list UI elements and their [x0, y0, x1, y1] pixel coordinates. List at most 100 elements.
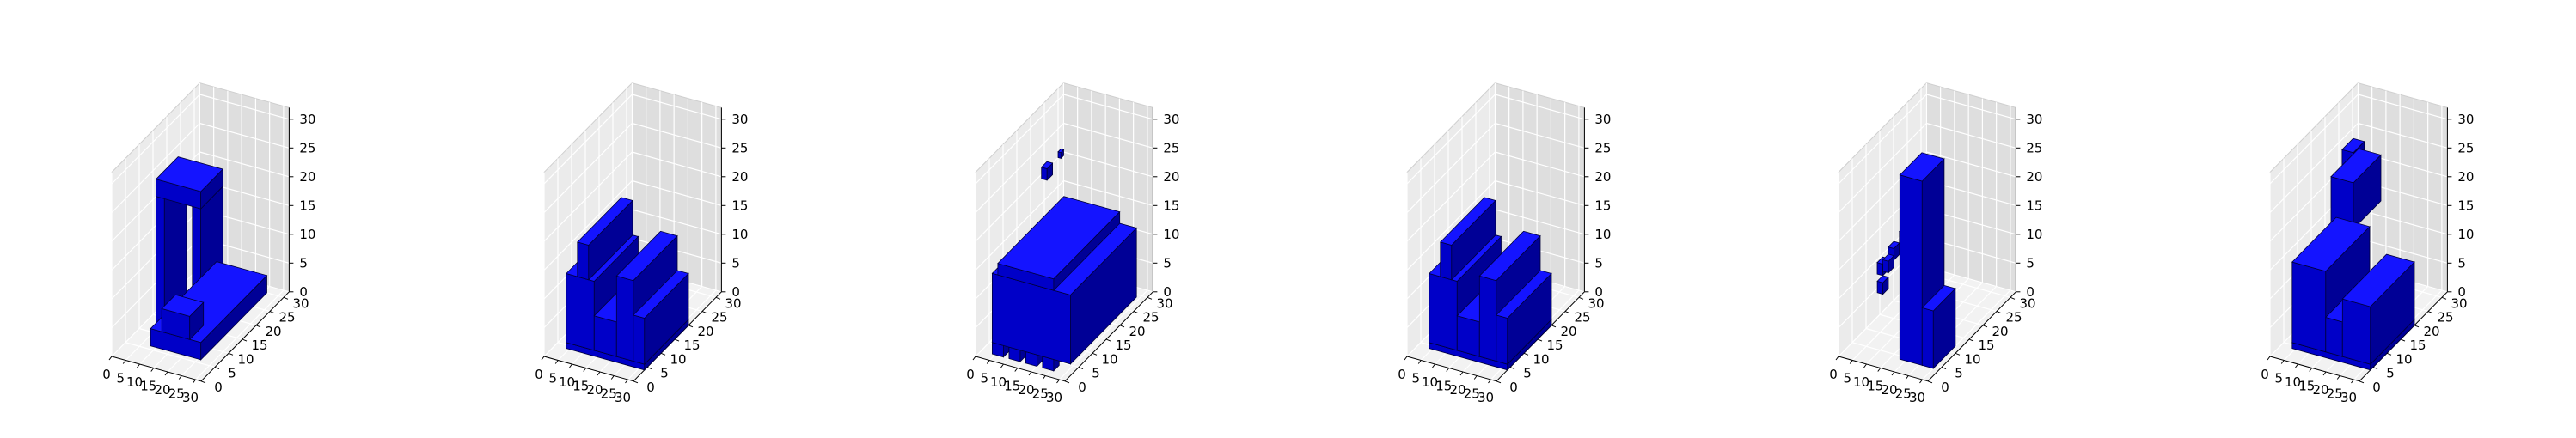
y-tick-label: 10: [2395, 351, 2412, 367]
y-tick-label: 20: [265, 324, 281, 339]
z-tick-label: 15: [2026, 198, 2042, 213]
z-tick-label: 0: [299, 284, 308, 300]
y-tick-label: 0: [2372, 380, 2381, 395]
y-tick-mark: [214, 367, 220, 370]
y-tick-mark: [2372, 367, 2378, 370]
y-tick-mark: [2386, 352, 2392, 356]
grid-line: [1063, 94, 1153, 120]
x-axis-line: [1406, 356, 1497, 382]
y-tick-mark: [1941, 367, 1947, 370]
z-tick-label: 25: [1163, 140, 1179, 155]
voxel-top-face: [1888, 240, 1900, 249]
voxel-front-face: [156, 184, 165, 326]
x-tick-label: 5: [1411, 371, 1420, 386]
voxel-block: [633, 270, 689, 366]
z-tick-label: 20: [731, 169, 748, 185]
x-axis-line: [543, 356, 634, 382]
grid-line: [2358, 209, 2448, 235]
x-tick-label: 10: [990, 374, 1007, 390]
grid-line: [543, 180, 633, 271]
y-tick-label: 15: [683, 338, 700, 353]
x-tick-mark: [1919, 379, 1923, 384]
x-axis-line: [2269, 356, 2360, 382]
grid-line: [199, 151, 290, 178]
z-tick-label: 30: [1594, 112, 1611, 127]
x-tick-label: 25: [2327, 386, 2343, 402]
x-tick-mark: [193, 379, 196, 384]
x-tick-mark: [554, 360, 559, 364]
grid-line: [1406, 123, 1496, 213]
grid-line: [2269, 94, 2359, 185]
y-tick-mark: [1982, 325, 1988, 328]
y-tick-mark: [1496, 380, 1502, 384]
grid-line: [111, 123, 200, 213]
x-tick-label: 30: [615, 390, 631, 405]
x-tick-mark: [1877, 368, 1882, 372]
x-tick-label: 25: [601, 386, 617, 402]
y-tick-mark: [1078, 367, 1084, 370]
voxel-top-face: [1040, 161, 1054, 169]
z-tick-label: 20: [2457, 169, 2474, 185]
z-tick-label: 15: [299, 198, 315, 213]
voxel-top-face: [1496, 270, 1552, 319]
grid-line: [1059, 289, 1148, 380]
z-tick-label: 25: [299, 140, 315, 155]
y-tick-label: 5: [1955, 366, 1963, 381]
x-tick-label: 5: [548, 371, 557, 386]
z-tick-label: 30: [2457, 112, 2474, 127]
y-tick-label: 10: [1964, 351, 1980, 367]
x-tick-label: 0: [1829, 367, 1838, 382]
y-tick-mark: [1996, 311, 2002, 314]
y-tick-label: 30: [292, 295, 309, 311]
y-tick-mark: [283, 296, 289, 300]
grid-line: [632, 209, 722, 235]
z-tick-label: 10: [1594, 227, 1611, 242]
voxel-top-face: [997, 196, 1121, 280]
y-tick-label: 25: [2005, 310, 2022, 325]
grid-line: [1495, 94, 1585, 120]
z-tick-label: 0: [1163, 284, 1172, 300]
x-tick-mark: [1459, 371, 1464, 376]
y-tick-label: 0: [214, 380, 223, 395]
y-tick-mark: [1968, 338, 1974, 342]
grid-line: [1495, 122, 1585, 149]
z-tick-label: 25: [1594, 140, 1611, 155]
grid-line: [1406, 94, 1496, 185]
y-tick-label: 5: [228, 366, 236, 381]
y-tick-mark: [715, 296, 721, 300]
x-tick-label: 25: [1895, 386, 1912, 402]
voxel-block: [577, 197, 633, 281]
grid-line: [1926, 151, 2016, 178]
voxel-top-face: [2291, 216, 2371, 272]
x-tick-mark: [1028, 371, 1032, 376]
x-tick-label: 25: [168, 386, 185, 402]
grid-line: [1838, 123, 1927, 213]
voxel-block: [161, 294, 205, 341]
y-tick-label: 30: [2019, 295, 2035, 311]
x-tick-mark: [597, 371, 601, 376]
grid-line: [632, 122, 722, 149]
y-tick-mark: [2441, 296, 2447, 300]
y-tick-mark: [1564, 311, 1570, 314]
x-tick-label: 30: [1046, 390, 1062, 405]
voxel-front-face: [615, 275, 634, 362]
x-axis-line: [1838, 356, 1929, 382]
x-tick-mark: [1056, 379, 1060, 384]
x-tick-label: 20: [586, 382, 603, 398]
x-tick-label: 10: [1853, 374, 1869, 390]
y-tick-label: 0: [1509, 380, 1518, 395]
x-tick-label: 25: [1464, 386, 1480, 402]
z-tick-label: 25: [2457, 140, 2474, 155]
voxel-front-face: [1429, 272, 1458, 351]
y-tick-label: 10: [670, 351, 686, 367]
voxel-front-face: [1876, 262, 1883, 277]
y-tick-mark: [242, 338, 248, 342]
grid-line: [543, 151, 633, 242]
y-tick-mark: [1509, 367, 1515, 370]
z-tick-label: 20: [1163, 169, 1179, 185]
y-tick-label: 15: [1546, 338, 1563, 353]
z-tick-label: 0: [1594, 284, 1603, 300]
